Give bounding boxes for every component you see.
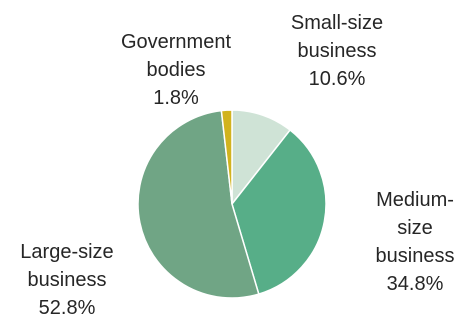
pie-slice-1 [231,129,327,296]
slice-name-line: bodies [147,59,206,81]
slice-name-line: Medium- [376,189,454,211]
slice-name-line: business [28,269,107,291]
slice-name-line: business [376,245,455,267]
slice-label-2: Large-size business 52.8% [20,241,113,319]
slice-value-label: 34.8% [387,273,444,295]
pie-slice-2 [137,109,260,299]
slice-value-label: 1.8% [153,87,199,109]
slice-label-1: Medium-size business 34.8% [376,189,455,295]
slice-value-label: 10.6% [309,68,366,90]
pie-slice-3 [220,109,233,205]
slice-name-line: size [397,217,433,239]
slice-label-0: Small-size business 10.6% [291,12,383,90]
slice-label-3: Government bodies 1.8% [121,31,231,109]
slice-name-line: Government [121,31,231,53]
pie-labels: Small-size business 10.6% Medium-size busine… [20,12,454,319]
slice-name-line: Small-size [291,12,383,34]
slice-name-line: Large-size [20,241,113,263]
pie-slices [137,109,327,299]
slice-name-line: business [298,40,377,62]
slice-value-label: 52.8% [39,297,96,319]
